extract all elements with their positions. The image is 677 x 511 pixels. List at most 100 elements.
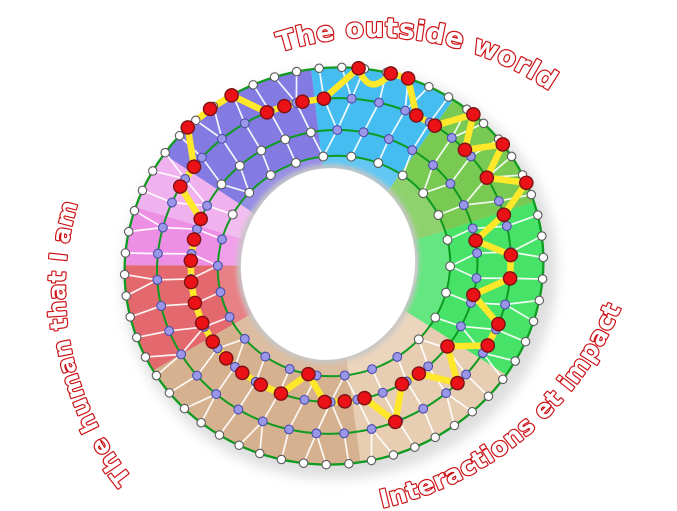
mesh-line: [234, 338, 246, 368]
node: [167, 197, 177, 208]
mesh-line: [164, 152, 186, 180]
node: [445, 178, 456, 189]
mesh-line: [510, 235, 543, 253]
node: [442, 234, 453, 245]
mesh-line: [288, 399, 306, 430]
node: [441, 287, 451, 298]
mesh-line: [125, 252, 158, 255]
node: [388, 450, 399, 460]
node: [299, 394, 310, 405]
path-node: [218, 351, 234, 366]
node: [528, 316, 539, 327]
node: [339, 370, 350, 381]
mesh-line: [302, 433, 318, 464]
node: [366, 455, 377, 466]
node: [526, 189, 537, 200]
mesh-line: [445, 392, 456, 426]
node: [443, 92, 454, 102]
path-node: [234, 365, 250, 381]
node: [212, 260, 223, 271]
node: [506, 151, 517, 162]
node: [418, 403, 429, 414]
mesh-line: [315, 433, 327, 465]
node: [140, 352, 151, 362]
mesh-line: [134, 209, 164, 229]
mesh-line: [482, 352, 516, 362]
node: [234, 160, 245, 171]
node: [337, 62, 347, 73]
node: [119, 269, 130, 280]
mesh-line: [465, 373, 490, 397]
node: [233, 404, 244, 415]
mesh-line: [428, 96, 450, 124]
path-node: [491, 316, 506, 332]
node: [160, 147, 170, 158]
path-node: [316, 91, 332, 106]
mesh-line: [336, 98, 353, 131]
node: [202, 200, 213, 211]
mesh-line: [244, 122, 262, 151]
node: [311, 428, 322, 439]
node: [461, 369, 472, 380]
mesh-line: [196, 347, 219, 377]
path-node: [450, 375, 465, 391]
path-node: [457, 142, 473, 158]
path-node: [502, 271, 518, 286]
path-node: [383, 66, 399, 81]
sector-dark-green: [381, 99, 534, 241]
node: [157, 222, 168, 233]
mesh-line: [445, 392, 473, 413]
node: [534, 295, 545, 306]
path-node: [427, 118, 443, 133]
node: [501, 221, 512, 232]
node: [257, 416, 268, 427]
path-node: [503, 247, 519, 263]
node: [520, 336, 531, 347]
path-node: [224, 88, 239, 103]
mesh-line: [162, 226, 198, 231]
node: [413, 334, 424, 345]
mesh-line: [482, 352, 504, 380]
node: [121, 291, 131, 301]
label-human-that-i-am-text: The human that I am: [43, 197, 137, 491]
mesh-line: [136, 330, 170, 339]
path-node: [187, 295, 203, 311]
node: [428, 160, 438, 171]
node: [449, 420, 460, 431]
node: [373, 158, 384, 168]
mesh-line: [201, 157, 223, 185]
mesh-line: [221, 138, 241, 167]
node: [248, 80, 258, 90]
node: [374, 97, 384, 108]
node: [410, 442, 420, 452]
node: [290, 157, 301, 168]
path-node: [479, 170, 495, 185]
node: [344, 458, 354, 469]
node: [314, 63, 324, 74]
node: [533, 210, 543, 220]
path-node: [440, 339, 455, 354]
mesh-line: [432, 137, 453, 166]
path-node: [409, 108, 424, 123]
node: [156, 300, 167, 311]
node: [196, 152, 207, 163]
mesh-line: [406, 381, 424, 410]
node: [441, 388, 452, 399]
node: [129, 205, 140, 216]
mesh-line: [215, 366, 236, 395]
mesh-line: [370, 429, 373, 461]
node: [191, 115, 201, 126]
path-node: [466, 107, 481, 122]
node: [151, 370, 162, 381]
path-node: [202, 101, 218, 117]
path-node: [351, 60, 366, 76]
mesh-line: [195, 119, 223, 140]
mesh-line: [460, 325, 497, 331]
hole-fill: [240, 168, 416, 360]
mesh-line: [343, 433, 350, 464]
node: [216, 179, 227, 190]
path-node: [259, 105, 275, 120]
node: [196, 417, 206, 428]
mesh-line: [184, 178, 208, 207]
